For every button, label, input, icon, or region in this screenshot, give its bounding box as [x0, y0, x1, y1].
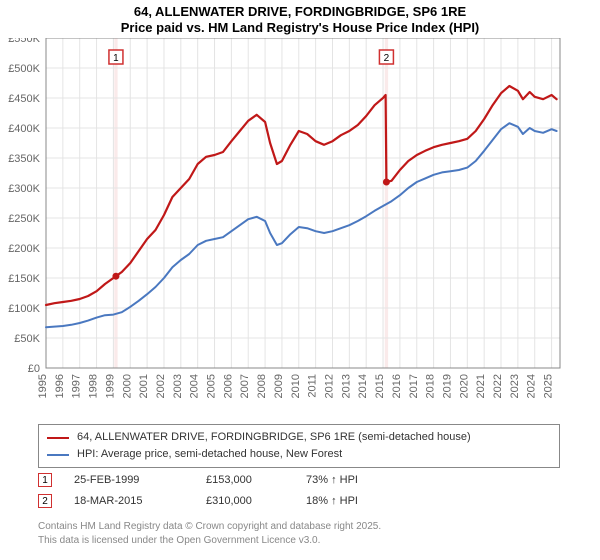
legend-swatch	[47, 437, 69, 439]
svg-text:2015: 2015	[374, 374, 386, 398]
svg-text:2000: 2000	[121, 374, 133, 398]
svg-text:£200K: £200K	[8, 243, 40, 255]
svg-text:£100K: £100K	[8, 303, 40, 315]
legend-item-hpi: HPI: Average price, semi-detached house,…	[47, 446, 551, 463]
svg-text:2011: 2011	[307, 374, 319, 398]
event-pct: 18% ↑ HPI	[306, 491, 396, 512]
event-date: 25-FEB-1999	[74, 470, 184, 491]
svg-text:2003: 2003	[172, 374, 184, 398]
svg-text:2018: 2018	[425, 374, 437, 398]
legend-label: HPI: Average price, semi-detached house,…	[77, 446, 342, 463]
svg-text:1995: 1995	[37, 374, 49, 398]
svg-text:2002: 2002	[155, 374, 167, 398]
svg-text:1996: 1996	[54, 374, 66, 398]
svg-text:2013: 2013	[340, 374, 352, 398]
svg-text:1: 1	[113, 53, 119, 64]
event-price: £310,000	[206, 491, 284, 512]
svg-text:2010: 2010	[290, 374, 302, 398]
event-marker-2: 2	[38, 494, 52, 508]
svg-text:2009: 2009	[273, 374, 285, 398]
svg-text:£50K: £50K	[14, 333, 40, 345]
svg-text:2023: 2023	[509, 374, 521, 398]
svg-text:£150K: £150K	[8, 273, 40, 285]
svg-text:£500K: £500K	[8, 63, 40, 75]
svg-text:2017: 2017	[408, 374, 420, 398]
event-price: £153,000	[206, 470, 284, 491]
footer-line-2: This data is licensed under the Open Gov…	[38, 534, 560, 548]
chart-area: £0 £50K £100K £150K £200K £250K £300K £350K £400…	[0, 38, 600, 418]
event-row: 1 25-FEB-1999 £153,000 73% ↑ HPI	[38, 470, 560, 491]
event-marker-1: 1	[38, 473, 52, 487]
svg-text:2019: 2019	[441, 374, 453, 398]
svg-text:2022: 2022	[492, 374, 504, 398]
svg-text:2001: 2001	[138, 374, 150, 398]
svg-text:1998: 1998	[88, 374, 100, 398]
svg-text:2012: 2012	[323, 374, 335, 398]
svg-text:2006: 2006	[222, 374, 234, 398]
svg-text:2007: 2007	[239, 374, 251, 398]
title-line-2: Price paid vs. HM Land Registry's House …	[0, 20, 600, 36]
legend-item-price-paid: 64, ALLENWATER DRIVE, FORDINGBRIDGE, SP6…	[47, 429, 551, 446]
events-table: 1 25-FEB-1999 £153,000 73% ↑ HPI 2 18-MA…	[38, 470, 560, 512]
svg-text:2020: 2020	[458, 374, 470, 398]
event-row: 2 18-MAR-2015 £310,000 18% ↑ HPI	[38, 491, 560, 512]
legend-swatch	[47, 454, 69, 456]
chart-title-block: 64, ALLENWATER DRIVE, FORDINGBRIDGE, SP6…	[0, 0, 600, 37]
svg-text:£250K: £250K	[8, 213, 40, 225]
legend: 64, ALLENWATER DRIVE, FORDINGBRIDGE, SP6…	[38, 424, 560, 468]
line-chart-svg: £0 £50K £100K £150K £200K £250K £300K £350K £400…	[0, 38, 600, 418]
svg-text:2008: 2008	[256, 374, 268, 398]
svg-text:£400K: £400K	[8, 123, 40, 135]
svg-text:2024: 2024	[526, 374, 538, 398]
footer-line-1: Contains HM Land Registry data © Crown c…	[38, 520, 560, 534]
svg-text:2005: 2005	[206, 374, 218, 398]
svg-text:£550K: £550K	[8, 38, 40, 45]
svg-text:2014: 2014	[357, 374, 369, 398]
svg-text:£0: £0	[28, 363, 40, 375]
svg-text:£450K: £450K	[8, 93, 40, 105]
svg-text:£350K: £350K	[8, 153, 40, 165]
svg-text:2: 2	[384, 53, 390, 64]
svg-text:2021: 2021	[475, 374, 487, 398]
footer-attribution: Contains HM Land Registry data © Crown c…	[38, 520, 560, 547]
svg-text:2025: 2025	[543, 374, 555, 398]
svg-text:1999: 1999	[104, 374, 116, 398]
event-date: 18-MAR-2015	[74, 491, 184, 512]
svg-text:2016: 2016	[391, 374, 403, 398]
legend-label: 64, ALLENWATER DRIVE, FORDINGBRIDGE, SP6…	[77, 429, 471, 446]
svg-text:2004: 2004	[189, 374, 201, 398]
title-line-1: 64, ALLENWATER DRIVE, FORDINGBRIDGE, SP6…	[0, 4, 600, 20]
event-pct: 73% ↑ HPI	[306, 470, 396, 491]
svg-text:1997: 1997	[71, 374, 83, 398]
svg-text:£300K: £300K	[8, 183, 40, 195]
